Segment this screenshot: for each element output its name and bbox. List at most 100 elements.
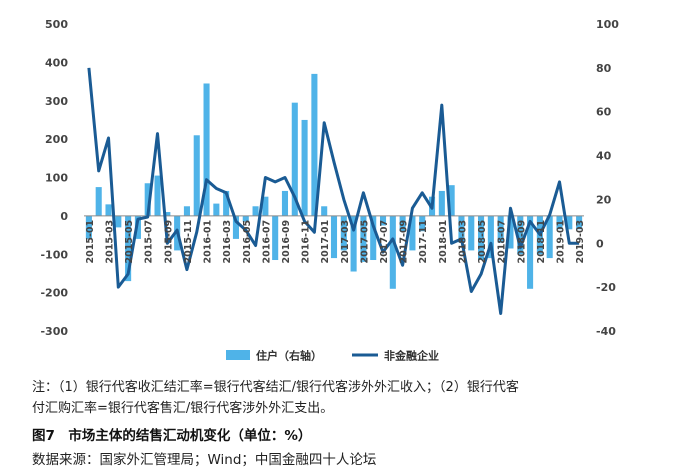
bar-household bbox=[340, 215, 347, 251]
left-axis-tick: 300 bbox=[45, 95, 68, 108]
note-line-1: 注：（1）银行代客收汇结汇率=银行代客结汇/银行代客涉外外汇收入；（2）银行代客 bbox=[32, 380, 519, 395]
x-axis-tick: 2019-03 bbox=[575, 220, 586, 264]
x-axis-tick: 2016-07 bbox=[261, 220, 272, 264]
x-axis-tick: 2018-03 bbox=[457, 220, 468, 264]
x-axis-tick: 2018-09 bbox=[516, 220, 527, 264]
bar-household bbox=[487, 215, 494, 259]
bar-household bbox=[125, 215, 132, 282]
left-axis-tick: -300 bbox=[40, 325, 68, 338]
x-axis-tick: 2015-01 bbox=[85, 220, 96, 264]
bar-household bbox=[183, 206, 190, 216]
line-nonfinancial-enterprises bbox=[87, 67, 580, 315]
bar-household bbox=[507, 215, 514, 249]
bar-household bbox=[360, 215, 367, 262]
left-axis-tick: 500 bbox=[45, 18, 68, 31]
x-axis-tick: 2017-07 bbox=[379, 220, 390, 264]
x-axis-tick: 2015-03 bbox=[105, 220, 116, 264]
left-axis-tick: -100 bbox=[40, 248, 68, 261]
x-axis-tick: 2018-05 bbox=[477, 220, 488, 264]
bar-household bbox=[448, 185, 455, 216]
x-axis-tick: 2015-05 bbox=[124, 220, 135, 264]
x-axis-tick: 2015-09 bbox=[163, 220, 174, 264]
bar-household bbox=[419, 215, 426, 232]
bar-household bbox=[576, 215, 583, 230]
bar-household bbox=[409, 215, 416, 251]
x-axis-tick: 2017-11 bbox=[418, 220, 429, 264]
bar-household bbox=[301, 119, 308, 216]
right-axis-tick: 100 bbox=[596, 18, 619, 31]
bar-household bbox=[311, 73, 318, 216]
bar-household bbox=[438, 190, 445, 216]
bar-household bbox=[85, 215, 92, 239]
bar-household bbox=[262, 196, 269, 216]
left-axis-tick: 200 bbox=[45, 133, 68, 146]
right-axis-tick: 60 bbox=[596, 106, 612, 119]
legend-label-household: 住户（右轴） bbox=[256, 349, 322, 363]
left-axis-tick: -200 bbox=[40, 287, 68, 300]
bar-household bbox=[144, 183, 151, 216]
x-axis-tick: 2017-05 bbox=[359, 220, 370, 264]
bar-household bbox=[468, 215, 475, 251]
x-axis-tick: 2016-11 bbox=[301, 220, 312, 264]
bar-household bbox=[350, 215, 357, 272]
bar-household bbox=[497, 215, 504, 243]
bar-household bbox=[232, 215, 239, 239]
x-axis-tick: 2018-11 bbox=[536, 220, 547, 264]
bar-household bbox=[370, 215, 377, 261]
bar-household bbox=[193, 135, 200, 216]
left-axis-tick: 100 bbox=[45, 172, 68, 185]
x-axis-tick: 2016-05 bbox=[242, 220, 253, 264]
bar-household bbox=[379, 215, 387, 226]
bar-household bbox=[291, 102, 298, 216]
bar-household bbox=[164, 212, 171, 216]
bar-household bbox=[242, 215, 249, 222]
chart-canvas: 5004003002001000-100-200-300100806040200… bbox=[40, 18, 619, 363]
x-axis-tick: 2017-09 bbox=[399, 220, 410, 264]
bar-household bbox=[517, 215, 524, 255]
right-axis-tick: -20 bbox=[596, 281, 616, 294]
bar-household bbox=[556, 215, 563, 230]
figure-caption: 图7 市场主体的结售汇动机变化（单位：%） bbox=[32, 428, 312, 444]
bar-household bbox=[546, 215, 553, 259]
right-axis-tick: 20 bbox=[596, 193, 612, 206]
bar-household bbox=[95, 187, 102, 216]
bar-household bbox=[399, 215, 406, 232]
bar-household bbox=[272, 215, 279, 261]
bar-household bbox=[252, 206, 259, 216]
chart: 500 400 300 200 100 0 -100 -200 -300 100 80 60 40 20 0… bbox=[40, 18, 619, 363]
x-axis-tick: 2015-07 bbox=[144, 220, 155, 264]
x-axis-tick: 2015-11 bbox=[183, 220, 194, 264]
bar-household bbox=[105, 204, 112, 216]
x-axis-tick: 2017-01 bbox=[320, 220, 331, 264]
x-axis-tick: 2016-03 bbox=[222, 220, 233, 264]
legend-label-enterprise: 非金融企业 bbox=[384, 349, 439, 363]
x-axis-tick: 2018-01 bbox=[438, 220, 449, 264]
x-axis-tick: 2019-01 bbox=[555, 220, 566, 264]
bar-household bbox=[281, 190, 289, 216]
bar-household bbox=[321, 206, 328, 216]
bar-household bbox=[154, 175, 161, 216]
bar-household bbox=[203, 83, 210, 216]
data-source: 数据来源：国家外汇管理局；Wind；中国金融四十人论坛 bbox=[32, 452, 377, 468]
bar-household bbox=[527, 215, 534, 289]
bar-household bbox=[330, 215, 338, 259]
bar-household bbox=[566, 215, 573, 230]
left-axis-tick: 0 bbox=[60, 210, 68, 223]
right-axis-tick: 40 bbox=[596, 150, 612, 163]
left-axis-tick: 400 bbox=[45, 56, 68, 69]
bar-household bbox=[223, 190, 230, 216]
x-axis-tick: 2016-01 bbox=[203, 220, 214, 264]
right-axis-tick: 80 bbox=[596, 62, 612, 75]
right-axis-tick: 0 bbox=[596, 237, 604, 250]
bar-household bbox=[115, 215, 122, 228]
note-line-2: 付汇购汇率=银行代客售汇/银行代客涉外外汇支出。 bbox=[32, 401, 334, 416]
bar-household bbox=[478, 215, 485, 261]
x-axis-tick: 2016-09 bbox=[281, 220, 292, 264]
x-axis-tick: 2017-03 bbox=[340, 220, 351, 264]
bar-household bbox=[389, 215, 396, 289]
legend-swatch-household bbox=[226, 350, 250, 360]
bar-household bbox=[213, 203, 220, 216]
bar-household bbox=[458, 215, 465, 243]
right-axis-tick: -40 bbox=[596, 325, 616, 338]
x-axis-tick: 2018-07 bbox=[497, 220, 508, 264]
